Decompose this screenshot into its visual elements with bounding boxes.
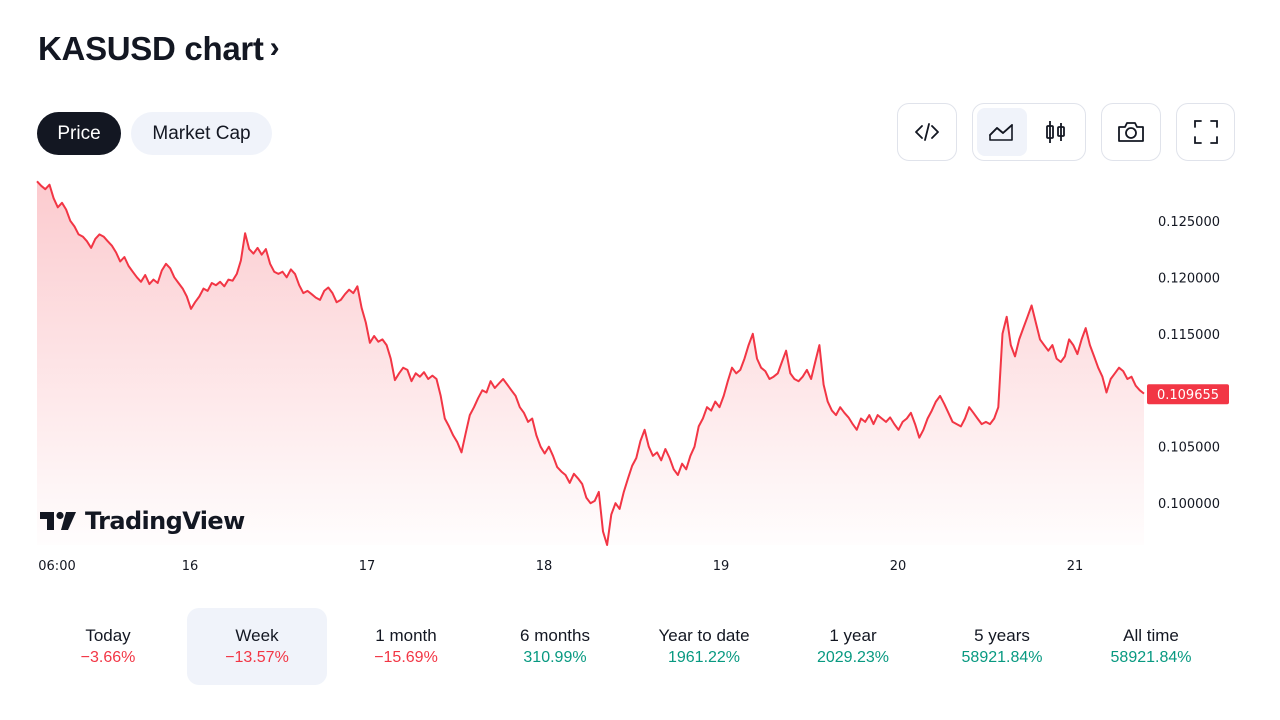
candlestick-icon <box>1046 121 1065 143</box>
y-tick-label: 0.125000 <box>1158 215 1220 230</box>
x-tick-label: 18 <box>536 559 553 574</box>
period-label: All time <box>1123 626 1179 645</box>
x-tick-label: 21 <box>1067 559 1084 574</box>
period-button[interactable]: Today −3.66% <box>38 608 178 685</box>
tab-price[interactable]: Price <box>37 112 121 155</box>
period-change-value: 2029.23% <box>816 649 890 666</box>
period-button[interactable]: Year to date 1961.22% <box>634 608 774 685</box>
fullscreen-icon <box>1193 120 1218 144</box>
period-change-value: −15.69% <box>374 649 438 666</box>
y-tick-label: 0.120000 <box>1158 271 1220 286</box>
fullscreen-button[interactable] <box>1176 103 1235 161</box>
x-tick-label: 20 <box>890 559 907 574</box>
y-axis: 0.125000 0.120000 0.115000 0.105000 0.100000 <box>1158 215 1220 512</box>
period-change-value: −3.66% <box>80 649 136 666</box>
period-change-value: −13.57% <box>225 649 289 666</box>
tradingview-watermark: TradingView <box>40 507 246 535</box>
chart-style-toggle <box>972 103 1086 161</box>
period-label: 6 months <box>520 626 590 645</box>
price-line <box>36 180 1145 546</box>
period-label: 5 years <box>974 626 1030 645</box>
x-tick-label: 17 <box>359 559 376 574</box>
period-performance-bar: Today −3.66% Week −13.57% 1 month −15.69% 6 mo… <box>38 608 1230 685</box>
tab-market-cap-label: Market Cap <box>152 122 251 144</box>
period-change-value: 1961.22% <box>667 649 741 666</box>
code-icon <box>915 123 939 141</box>
embed-button[interactable] <box>897 103 957 161</box>
candles-style-button[interactable] <box>1031 108 1081 156</box>
period-label: Year to date <box>658 626 750 645</box>
x-tick-label: 19 <box>713 559 730 574</box>
period-button[interactable]: Week −13.57% <box>187 608 327 685</box>
area-style-button[interactable] <box>977 108 1027 156</box>
period-label: Today <box>85 626 131 645</box>
period-button[interactable]: All time 58921.84% <box>1081 608 1221 685</box>
y-tick-label: 0.105000 <box>1158 441 1220 456</box>
tradingview-wordmark: TradingView <box>85 507 245 535</box>
period-button[interactable]: 1 year 2029.23% <box>783 608 923 685</box>
tab-market-cap[interactable]: Market Cap <box>131 112 272 155</box>
tab-price-label: Price <box>57 122 101 144</box>
period-button[interactable]: 5 years 58921.84% <box>932 608 1072 685</box>
period-button[interactable]: 1 month −15.69% <box>336 608 476 685</box>
last-price-marker: 0.109655 <box>1147 384 1229 405</box>
snapshot-button[interactable] <box>1101 103 1161 161</box>
period-label: 1 year <box>829 626 877 645</box>
price-chart[interactable]: 0.125000 0.120000 0.115000 0.105000 0.100000… <box>0 170 1280 590</box>
x-tick-label: 16 <box>182 559 199 574</box>
last-price-label: 0.109655 <box>1157 388 1219 403</box>
tradingview-logo-icon <box>40 511 76 530</box>
chart-title-link[interactable]: KASUSD chart › <box>38 30 280 68</box>
period-label: Week <box>235 626 279 645</box>
page-title: KASUSD chart <box>38 30 264 67</box>
period-change-value: 58921.84% <box>1110 649 1192 666</box>
camera-icon <box>1118 122 1144 142</box>
period-label: 1 month <box>375 626 437 645</box>
period-change-value: 58921.84% <box>961 649 1043 666</box>
area-chart-icon <box>989 124 1013 141</box>
x-tick-label: 06:00 <box>38 559 75 574</box>
y-tick-label: 0.100000 <box>1158 497 1220 512</box>
price-area <box>37 181 1144 546</box>
period-button[interactable]: 6 months 310.99% <box>485 608 625 685</box>
chevron-right-icon: › <box>269 31 280 64</box>
x-axis: 06:00 16 17 18 19 20 21 <box>38 559 1083 574</box>
y-tick-label: 0.115000 <box>1158 328 1220 343</box>
last-price-badge <box>1147 384 1229 405</box>
period-change-value: 310.99% <box>523 649 587 666</box>
